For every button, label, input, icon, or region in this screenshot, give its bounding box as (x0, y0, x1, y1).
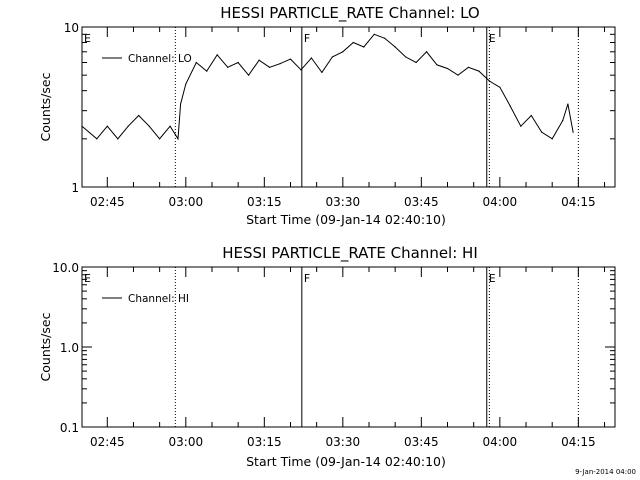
x-tick-label: 03:45 (404, 435, 439, 449)
series-point (310, 57, 313, 59)
x-tick-label: 04:15 (561, 435, 596, 449)
series-point (352, 41, 354, 44)
series-point (499, 86, 501, 88)
event-marker-label: E (489, 272, 496, 285)
panel-lo: HESSI PARTICLE_RATE Channel: LO Counts/s… (38, 4, 616, 227)
panel-lo-plot-frame (81, 26, 616, 188)
panel-hi-title: HESSI PARTICLE_RATE Channel: HI (222, 244, 478, 263)
series-point (195, 61, 197, 64)
panel-lo-y-ticks: 1 10 (64, 21, 615, 195)
series-point (321, 71, 323, 74)
x-tick-label: 03:45 (404, 195, 439, 209)
series-point (227, 66, 229, 68)
y-tick-label: 10 (64, 21, 79, 35)
series-point (206, 70, 208, 72)
footer-date: 9-Jan-2014 04:00 (575, 468, 636, 476)
series-point (300, 69, 302, 71)
series-point (572, 131, 574, 133)
series-point (425, 51, 428, 53)
x-tick-label: 03:15 (247, 195, 282, 209)
panel-hi-xlabel: Start Time (09-Jan-14 02:40:10) (246, 454, 446, 469)
series-point (478, 70, 480, 72)
series-point (258, 59, 260, 61)
x-tick-label: 03:30 (326, 195, 361, 209)
series-point (81, 125, 83, 127)
series-point (289, 58, 292, 60)
series-point (342, 51, 344, 53)
panel-lo-ylabel: Counts/sec (38, 72, 53, 141)
series-point (405, 56, 407, 58)
series-point (148, 125, 150, 127)
series-point (96, 138, 98, 140)
series-point (567, 103, 569, 105)
series-point (106, 125, 108, 127)
series-point (551, 138, 553, 140)
series-point (138, 114, 140, 117)
series-point (446, 67, 449, 70)
series-point (127, 125, 129, 127)
series-point (384, 37, 386, 39)
event-marker-label: E (84, 32, 91, 45)
y-tick-label: 1 (71, 181, 79, 195)
series-point (117, 138, 119, 140)
series-point (541, 131, 543, 133)
x-tick-label: 03:00 (169, 195, 204, 209)
series-point (394, 46, 396, 48)
x-tick-label: 02:45 (90, 195, 125, 209)
series-point (237, 61, 239, 64)
series-point (331, 56, 333, 58)
series-point (216, 54, 218, 56)
event-marker-label: E (489, 32, 496, 45)
series-point (373, 33, 375, 35)
panel-hi-legend-label: Channel: HI (128, 293, 189, 305)
series-point (185, 83, 187, 85)
series-point (457, 74, 459, 76)
panel-hi: HESSI PARTICLE_RATE Channel: HI Counts/s… (38, 244, 616, 469)
x-tick-label: 04:00 (483, 195, 518, 209)
x-tick-label: 02:45 (90, 435, 125, 449)
series-point (363, 46, 365, 48)
series-point (159, 138, 161, 140)
series-point (279, 63, 281, 65)
x-tick-label: 04:00 (483, 435, 518, 449)
y-tick-label: 10.0 (52, 261, 79, 275)
series-point (169, 125, 171, 127)
y-tick-label: 1.0 (60, 341, 79, 355)
panel-lo-series (81, 33, 574, 141)
event-marker-label: F (304, 32, 310, 45)
series-point (509, 105, 511, 107)
series-point (177, 138, 179, 140)
panel-hi-x-ticks: 02:45 03:00 03:15 03:30 03:45 04:00 04:15 (90, 267, 606, 449)
panel-hi-plot-frame (81, 266, 616, 428)
x-tick-label: 03:15 (247, 435, 282, 449)
panel-lo-legend-label: Channel: LO (128, 53, 192, 65)
event-marker-label: F (304, 272, 310, 285)
series-point (488, 80, 490, 82)
series-point (562, 120, 564, 122)
panel-hi-ylabel: Counts/sec (38, 312, 53, 381)
series-point (530, 114, 532, 117)
x-tick-label: 04:15 (561, 195, 596, 209)
y-tick-label: 0.1 (60, 421, 79, 435)
panel-lo-legend: Channel: LO (102, 53, 192, 65)
panel-hi-legend: Channel: HI (102, 293, 189, 305)
x-tick-label: 03:00 (169, 435, 204, 449)
panel-lo-x-ticks: 02:45 03:00 03:15 03:30 03:45 04:00 04:15 (90, 27, 606, 209)
panel-hi-y-ticks: 0.1 1.0 10.0 (52, 261, 615, 435)
x-tick-label: 03:30 (326, 435, 361, 449)
series-point (436, 64, 438, 66)
series-point (467, 66, 470, 68)
series-point (268, 66, 271, 68)
series-point (179, 103, 182, 105)
series-point (415, 61, 417, 64)
event-marker-label: E (84, 272, 91, 285)
series-point (520, 125, 522, 127)
series-point (248, 74, 250, 76)
series-line (81, 33, 574, 141)
panel-lo-title: HESSI PARTICLE_RATE Channel: LO (220, 4, 479, 23)
panel-lo-xlabel: Start Time (09-Jan-14 02:40:10) (246, 212, 446, 227)
